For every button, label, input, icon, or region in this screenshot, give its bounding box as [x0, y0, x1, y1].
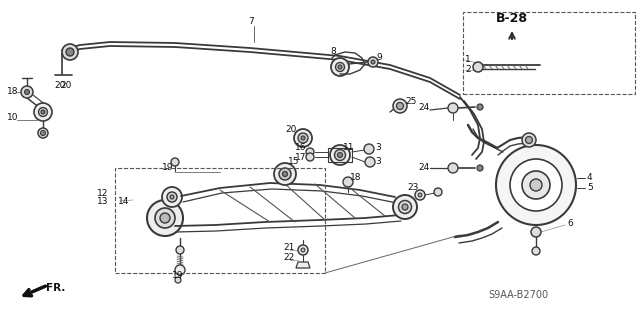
Text: 24: 24 — [418, 103, 429, 113]
Text: 4: 4 — [587, 174, 593, 182]
Circle shape — [279, 168, 291, 180]
Circle shape — [294, 129, 312, 147]
Circle shape — [170, 195, 174, 199]
Text: 3: 3 — [375, 158, 381, 167]
Circle shape — [330, 145, 350, 165]
Text: 15: 15 — [288, 158, 300, 167]
Circle shape — [155, 208, 175, 228]
Circle shape — [522, 171, 550, 199]
Circle shape — [306, 148, 314, 156]
Text: 9: 9 — [376, 53, 381, 62]
Circle shape — [167, 192, 177, 202]
Circle shape — [531, 227, 541, 237]
Bar — [463, 12, 635, 94]
Circle shape — [525, 137, 532, 144]
Circle shape — [282, 172, 287, 176]
Circle shape — [41, 110, 45, 114]
Circle shape — [24, 90, 29, 94]
Text: S9AA-B2700: S9AA-B2700 — [488, 290, 548, 300]
Circle shape — [38, 108, 47, 116]
Circle shape — [448, 103, 458, 113]
Circle shape — [335, 150, 346, 160]
Text: 20: 20 — [60, 80, 72, 90]
Text: 23: 23 — [407, 182, 419, 191]
Circle shape — [274, 163, 296, 185]
Circle shape — [522, 133, 536, 147]
Text: 2: 2 — [465, 65, 470, 75]
Text: 8: 8 — [330, 48, 336, 56]
Text: 16: 16 — [295, 144, 307, 152]
Text: 25: 25 — [405, 98, 417, 107]
Circle shape — [343, 177, 353, 187]
Circle shape — [371, 60, 375, 64]
Text: 22: 22 — [283, 254, 294, 263]
Circle shape — [530, 179, 542, 191]
Circle shape — [415, 190, 425, 200]
Circle shape — [496, 145, 576, 225]
Circle shape — [38, 128, 48, 138]
Text: 12: 12 — [97, 189, 108, 198]
Circle shape — [368, 57, 378, 67]
Text: 17: 17 — [295, 152, 307, 161]
Circle shape — [331, 58, 349, 76]
Text: 19: 19 — [172, 271, 184, 280]
Circle shape — [298, 245, 308, 255]
Circle shape — [418, 193, 422, 197]
Circle shape — [477, 165, 483, 171]
Text: 1: 1 — [465, 56, 471, 64]
Circle shape — [510, 159, 562, 211]
Text: 20: 20 — [54, 80, 65, 90]
Circle shape — [175, 265, 185, 275]
Text: 10: 10 — [7, 114, 19, 122]
Circle shape — [365, 157, 375, 167]
Text: B-28: B-28 — [496, 11, 528, 25]
Circle shape — [338, 65, 342, 69]
Circle shape — [301, 136, 305, 140]
Circle shape — [298, 133, 308, 143]
Text: 13: 13 — [97, 197, 109, 206]
Circle shape — [473, 62, 483, 72]
Circle shape — [337, 152, 342, 158]
Text: 3: 3 — [375, 143, 381, 152]
Circle shape — [448, 163, 458, 173]
Text: 11: 11 — [343, 143, 355, 152]
Text: 5: 5 — [587, 183, 593, 192]
Text: 21: 21 — [283, 243, 294, 253]
Circle shape — [162, 187, 182, 207]
Circle shape — [402, 204, 408, 210]
Circle shape — [147, 200, 183, 236]
Text: 7: 7 — [248, 18, 253, 26]
Text: 18: 18 — [350, 174, 362, 182]
Circle shape — [393, 99, 407, 113]
Text: 18: 18 — [7, 87, 19, 97]
Text: FR.: FR. — [46, 283, 65, 293]
Circle shape — [306, 153, 314, 161]
Circle shape — [364, 144, 374, 154]
Circle shape — [40, 130, 45, 136]
Circle shape — [335, 63, 344, 71]
Circle shape — [477, 104, 483, 110]
Circle shape — [171, 158, 179, 166]
Circle shape — [301, 248, 305, 252]
Circle shape — [434, 188, 442, 196]
Text: 20: 20 — [285, 125, 296, 135]
Circle shape — [160, 213, 170, 223]
Circle shape — [532, 247, 540, 255]
Polygon shape — [296, 262, 310, 268]
Circle shape — [66, 48, 74, 56]
Text: 19: 19 — [162, 164, 173, 173]
Circle shape — [21, 86, 33, 98]
Text: 14: 14 — [118, 197, 129, 205]
Circle shape — [34, 103, 52, 121]
Circle shape — [399, 201, 412, 213]
Circle shape — [393, 195, 417, 219]
Circle shape — [62, 44, 78, 60]
Bar — [115, 168, 325, 273]
Circle shape — [176, 246, 184, 254]
Circle shape — [397, 102, 403, 109]
Circle shape — [175, 277, 181, 283]
Text: 6: 6 — [567, 219, 573, 228]
Text: 24: 24 — [418, 164, 429, 173]
